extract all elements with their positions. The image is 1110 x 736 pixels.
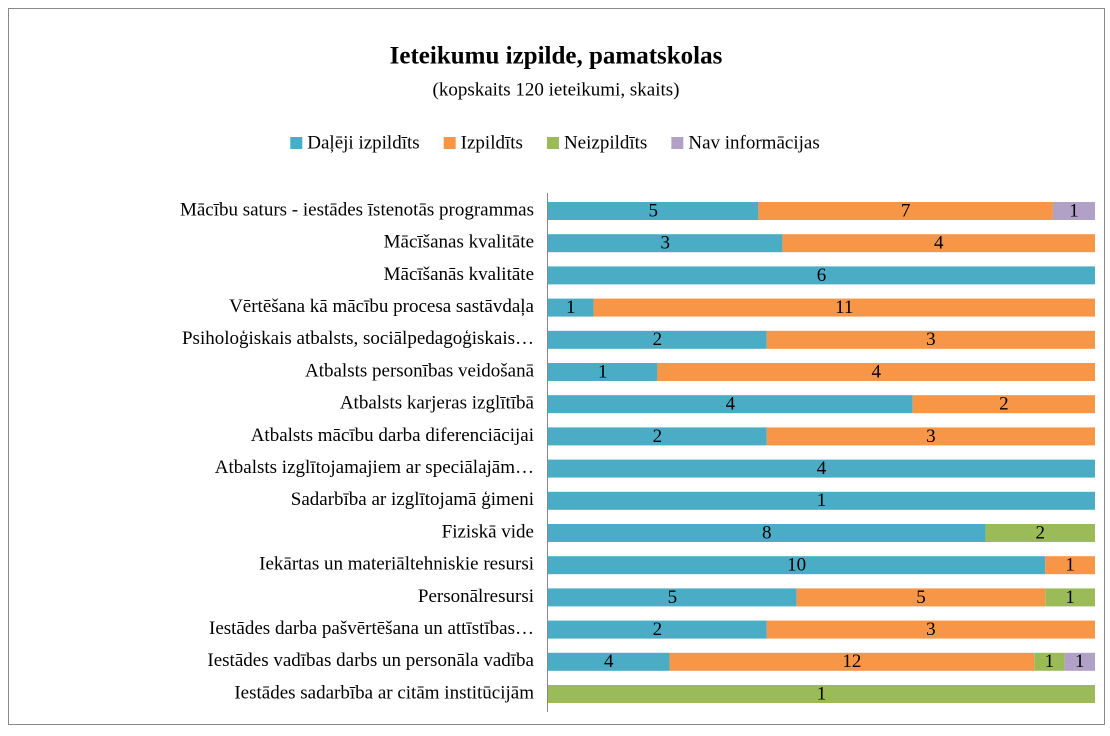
y-tick-label: Mācīšanas kvalitāte <box>384 232 534 253</box>
y-tick-label: Vērtēšana kā mācību procesa sastāvdaļa <box>229 296 534 317</box>
data-label: 1 <box>1065 555 1075 576</box>
data-label: 3 <box>926 619 936 640</box>
chart-subtitle: (kopskaits 120 ieteikumi, skaits) <box>433 79 680 100</box>
data-label: 2 <box>653 619 663 640</box>
data-label: 2 <box>653 426 663 447</box>
data-label: 5 <box>648 200 658 221</box>
data-label: 1 <box>1075 651 1085 672</box>
y-tick-label: Personālresursi <box>418 586 534 607</box>
bar-segment <box>669 652 1035 671</box>
data-label: 4 <box>817 458 827 479</box>
bar-segment <box>593 298 1095 317</box>
bar-segment <box>912 395 1095 414</box>
y-tick-label: Mācīšanās kvalitāte <box>384 264 534 285</box>
legend-label: Neizpildīts <box>564 132 647 153</box>
bar-segment <box>1052 202 1095 220</box>
bar-segment <box>985 524 1095 542</box>
data-label: 2 <box>1036 522 1046 543</box>
data-label: 1 <box>1045 651 1055 672</box>
bar-segment <box>548 298 594 317</box>
y-tick-label: Psiholoģiskais atbalsts, sociālpedagoģis… <box>182 328 534 349</box>
data-label: 4 <box>726 394 736 415</box>
y-tick-label: Iestādes darba pašvērtēšana un attīstība… <box>209 618 534 639</box>
legend-label: Nav informācijas <box>688 132 819 153</box>
y-tick-label: Atbalsts mācību darba diferenciācijai <box>251 425 534 446</box>
bar-segment <box>1045 556 1095 575</box>
data-label: 2 <box>999 394 1009 415</box>
bar-segment <box>548 588 797 607</box>
data-label: 4 <box>604 651 614 672</box>
legend-swatch <box>290 137 303 149</box>
bar-segment <box>796 588 1046 607</box>
bar-segment <box>548 652 670 671</box>
data-label: 4 <box>934 233 944 254</box>
legend-label: Izpildīts <box>461 132 523 153</box>
data-label: 1 <box>598 361 608 382</box>
bar-segment <box>548 330 767 349</box>
bar-segment <box>1045 588 1095 607</box>
bar-segment <box>548 556 1046 575</box>
data-label: 1 <box>817 490 827 511</box>
legend-swatch <box>546 137 559 149</box>
bar-segment <box>548 395 913 414</box>
bar-segment <box>548 363 658 381</box>
bar-segment <box>1064 652 1095 671</box>
bar-segment <box>766 330 1095 349</box>
data-label: 11 <box>835 297 853 318</box>
bar-segment <box>548 427 767 446</box>
legend-swatch <box>671 137 684 149</box>
data-label: 5 <box>916 587 926 608</box>
y-tick-label: Iestādes sadarbība ar citām institūcijām <box>234 682 534 703</box>
data-label: 6 <box>817 265 827 286</box>
y-tick-label: Fiziskā vide <box>442 521 534 542</box>
bar-segment <box>657 363 1095 381</box>
data-label: 3 <box>926 426 936 447</box>
data-label: 7 <box>901 200 911 221</box>
y-tick-label: Sadarbība ar izglītojamā ģimeni <box>291 489 534 510</box>
data-label: 5 <box>668 587 678 608</box>
data-label: 2 <box>653 329 663 350</box>
bar-segment <box>548 234 783 253</box>
data-label: 12 <box>842 651 861 672</box>
data-label: 1 <box>1065 587 1075 608</box>
y-tick-label: Iestādes vadības darbs un personāla vadī… <box>207 650 534 671</box>
bar-segment <box>548 524 986 542</box>
bar-segment <box>1034 652 1065 671</box>
bar-segment <box>782 234 1095 253</box>
data-label: 1 <box>817 683 827 704</box>
y-tick-label: Mācību saturs - iestādes īstenotās progr… <box>180 199 534 220</box>
bar-segment <box>548 491 1095 510</box>
data-label: 10 <box>787 555 806 576</box>
y-tick-label: Atbalsts personības veidošanā <box>305 360 535 381</box>
bar-segment <box>766 427 1095 446</box>
data-label: 3 <box>926 329 936 350</box>
bar-segment <box>548 620 767 639</box>
legend-label: Daļēji izpildīts <box>307 132 419 153</box>
bar-segment <box>548 266 1095 285</box>
y-tick-label: Atbalsts izglītojamajiem ar speciālajām… <box>215 457 534 478</box>
data-label: 4 <box>871 361 881 382</box>
data-label: 1 <box>566 297 576 318</box>
legend-swatch <box>443 137 456 149</box>
data-label: 1 <box>1069 200 1079 221</box>
data-label: 8 <box>762 522 772 543</box>
bar-segment <box>548 459 1095 478</box>
bar-segment <box>758 202 1053 220</box>
bar-segment <box>766 620 1095 639</box>
data-label: 3 <box>660 233 670 254</box>
y-tick-label: Atbalsts karjeras izglītībā <box>340 393 535 414</box>
chart-title: Ieteikumu izpilde, pamatskolas <box>390 43 723 70</box>
y-tick-label: Iekārtas un materiāltehniskie resursi <box>259 554 534 575</box>
bar-segment <box>548 685 1095 703</box>
bar-segment <box>548 202 759 220</box>
